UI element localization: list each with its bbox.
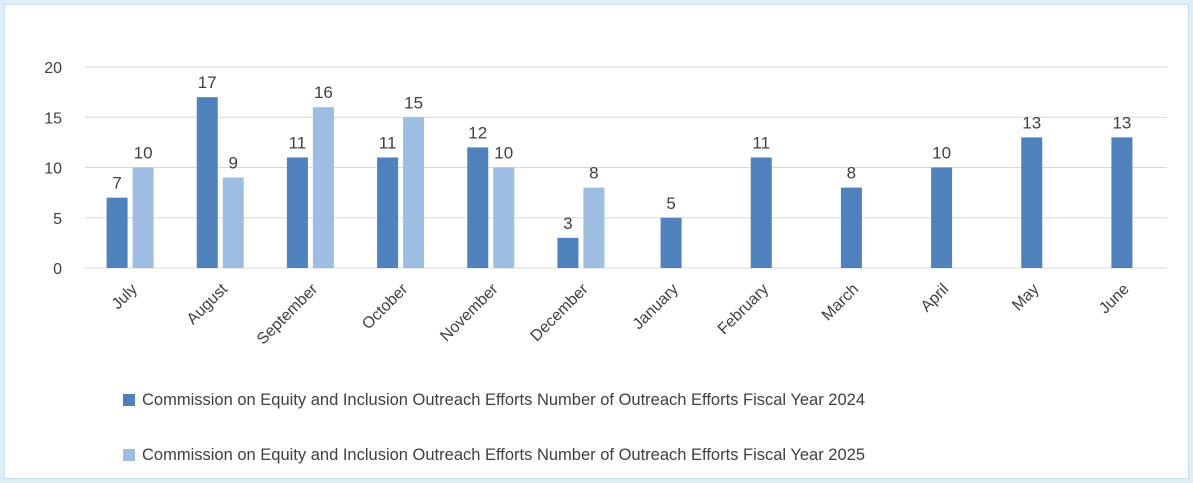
legend-swatch-fy2025: [123, 449, 135, 461]
data-label: 3: [563, 214, 572, 233]
legend-item-fy2024: Commission on Equity and Inclusion Outre…: [123, 390, 865, 410]
bar-fy2025: [312, 107, 334, 268]
bar-fy2024: [106, 197, 128, 268]
y-tick-label: 5: [53, 211, 62, 228]
data-label: 10: [134, 144, 153, 163]
x-tick-label: May: [1009, 281, 1042, 314]
bar-fy2025: [132, 167, 154, 268]
data-label: 9: [229, 154, 238, 173]
x-tick-label: July: [109, 281, 141, 313]
x-tick-label: August: [184, 280, 232, 328]
y-tick-label: 10: [44, 161, 62, 178]
bar-fy2024: [467, 147, 489, 268]
x-tick-label: October: [359, 280, 412, 333]
data-label: 11: [379, 133, 397, 152]
bar-fy2025: [403, 117, 425, 268]
x-tick-label: November: [437, 280, 502, 345]
x-tick-label: January: [630, 281, 682, 333]
bar-chart: 0 5 10 15 20 7 10 July 17 9 August 11 16 September 11 1…: [44, 60, 1167, 348]
bar-fy2024: [1111, 137, 1133, 268]
y-tick-label: 15: [44, 110, 62, 127]
x-tick-label: February: [715, 281, 772, 338]
bar-fy2024: [750, 157, 772, 268]
legend-item-fy2025: Commission on Equity and Inclusion Outre…: [123, 445, 865, 465]
legend-label-fy2024: Commission on Equity and Inclusion Outre…: [142, 390, 866, 409]
x-tick-label: March: [819, 281, 862, 324]
bar-fy2024: [557, 237, 579, 268]
data-label: 5: [666, 194, 675, 213]
bar-fy2024: [660, 217, 682, 268]
data-label: 10: [494, 144, 513, 163]
bar-fy2024: [196, 97, 218, 269]
bar-fy2024: [286, 157, 308, 268]
data-label: 15: [404, 93, 423, 112]
legend-label-fy2025: Commission on Equity and Inclusion Outre…: [142, 445, 866, 464]
data-label: 11: [289, 133, 307, 152]
data-label: 8: [589, 164, 598, 183]
bar-fy2025: [222, 177, 244, 268]
bar-fy2025: [583, 187, 605, 268]
data-label: 10: [932, 144, 951, 163]
y-tick-label: 20: [44, 60, 62, 77]
y-tick-label: 0: [53, 261, 62, 278]
bar-fy2024: [840, 187, 862, 268]
data-label: 12: [468, 123, 487, 142]
data-label: 13: [1112, 113, 1131, 132]
data-label: 13: [1022, 113, 1041, 132]
x-tick-label: September: [254, 280, 322, 348]
chart-frame: 0 5 10 15 20 7 10 July 17 9 August 11 16 September 11 1…: [4, 4, 1189, 479]
bar-fy2024: [377, 157, 399, 268]
x-tick-label: June: [1096, 281, 1133, 318]
data-label: 8: [847, 164, 856, 183]
bar-fy2024: [1021, 137, 1043, 268]
data-label: 11: [752, 133, 770, 152]
legend-swatch-fy2024: [123, 394, 135, 406]
data-label: 16: [314, 83, 333, 102]
bar-fy2025: [493, 167, 515, 268]
data-label: 7: [112, 174, 121, 193]
bar-fy2024: [931, 167, 953, 268]
x-tick-label: April: [918, 281, 953, 316]
x-tick-label: December: [528, 280, 593, 345]
data-label: 17: [198, 73, 217, 92]
